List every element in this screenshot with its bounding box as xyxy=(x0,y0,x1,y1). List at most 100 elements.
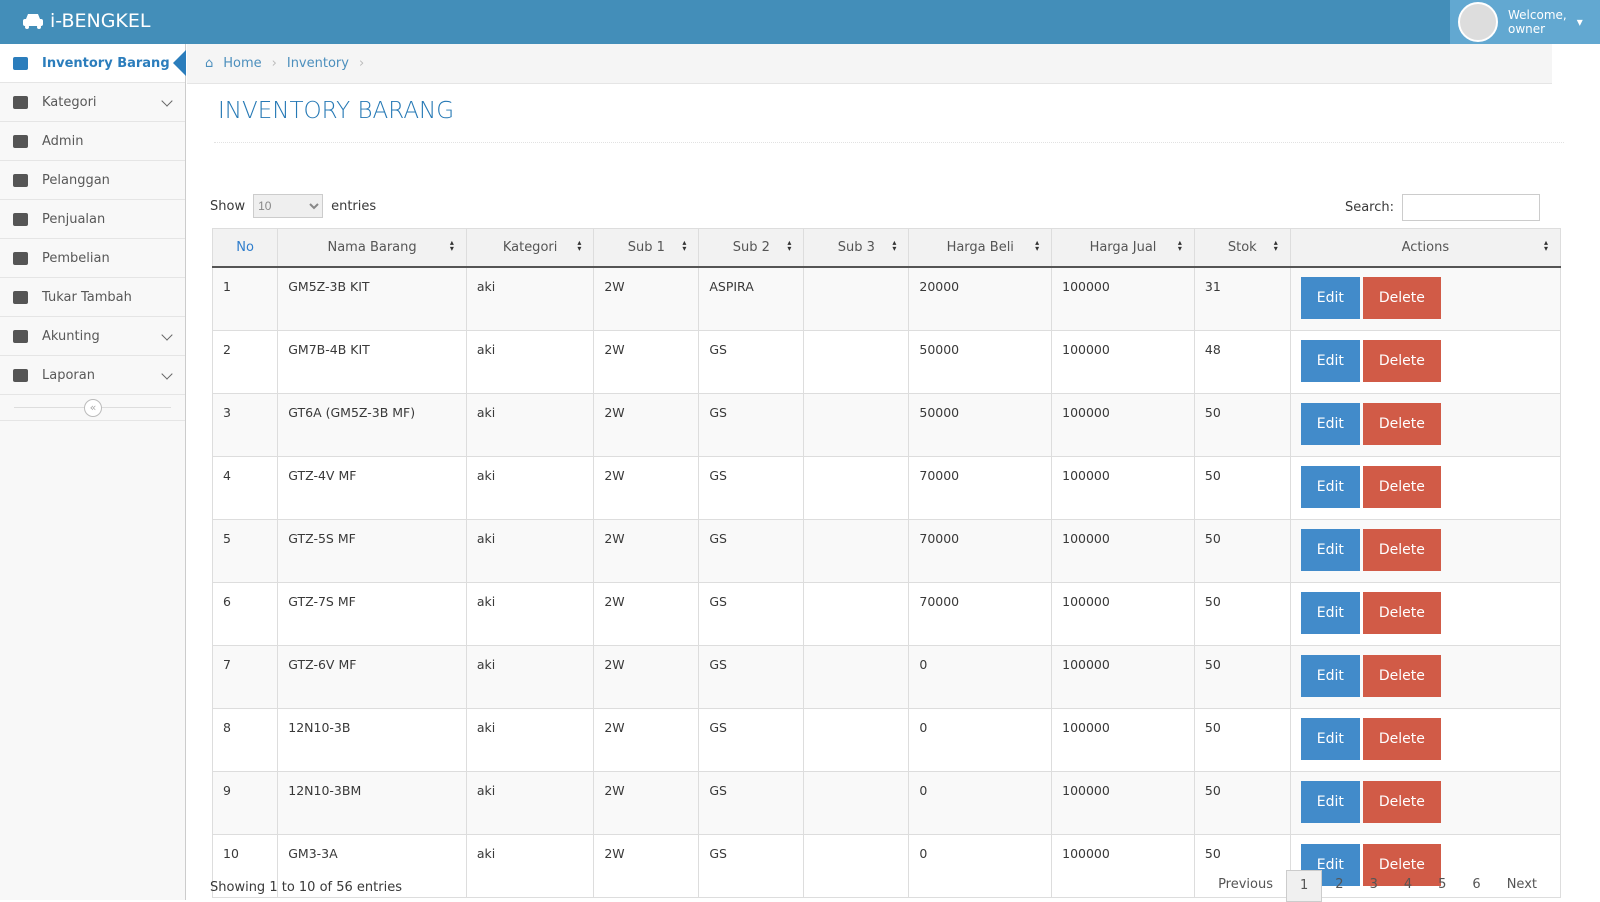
page-title: INVENTORY BARANG xyxy=(218,98,455,124)
table-cell: aki xyxy=(465,833,595,898)
column-header[interactable]: Actions xyxy=(1289,228,1562,268)
nav-item[interactable]: Inventory Barang xyxy=(0,44,186,83)
actions-cell: Edit Delete xyxy=(1289,518,1562,583)
table-cell: GS xyxy=(698,518,805,583)
top-bar: i-BENGKEL Welcome, owner ▾ xyxy=(0,0,1600,44)
nav-item[interactable]: Laporan xyxy=(0,356,185,395)
table-cell: 2 xyxy=(211,329,279,394)
table-cell: 100000 xyxy=(1051,518,1195,583)
column-header[interactable]: Harga Jual xyxy=(1051,228,1195,268)
nav-item[interactable]: Penjualan xyxy=(0,200,185,239)
table-cell: 31 xyxy=(1193,266,1291,331)
table-cell: aki xyxy=(465,770,595,835)
table-cell: 0 xyxy=(908,707,1053,772)
delete-button[interactable]: Delete xyxy=(1362,591,1441,634)
edit-button[interactable]: Edit xyxy=(1300,717,1360,760)
page-button[interactable]: 3 xyxy=(1369,877,1378,892)
page-button[interactable]: 2 xyxy=(1335,877,1344,892)
nav-item[interactable]: Admin xyxy=(0,122,185,161)
table-body: 1 GM5Z-3B KIT aki 2W ASPIRA 20000 100000 31 Edit… xyxy=(211,266,1562,898)
nav-label: Pelanggan xyxy=(42,172,110,188)
edit-label: Edit xyxy=(1316,478,1344,495)
actions-cell: Edit Delete xyxy=(1289,770,1562,835)
delete-button[interactable]: Delete xyxy=(1362,780,1441,823)
column-header[interactable]: Sub 2 xyxy=(698,228,805,268)
chevron xyxy=(161,329,173,341)
nav-label: Tukar Tambah xyxy=(42,289,132,305)
table-cell: 2W xyxy=(593,518,700,583)
search-input[interactable] xyxy=(1402,194,1540,221)
delete-label: Delete xyxy=(1378,856,1425,873)
collapse-button[interactable]: « xyxy=(84,399,102,417)
table-cell xyxy=(803,266,910,331)
column-header[interactable]: Harga Beli xyxy=(908,228,1053,268)
column-header[interactable]: No xyxy=(211,228,279,268)
table-row: 4 GTZ-4V MF aki 2W GS 70000 100000 50 Edit Delete xyxy=(211,455,1562,520)
column-header[interactable]: Nama Barang xyxy=(277,228,467,268)
table-cell: 50 xyxy=(1193,770,1291,835)
delete-button[interactable]: Delete xyxy=(1362,465,1441,508)
table-cell: 50000 xyxy=(908,392,1053,457)
table-cell: aki xyxy=(465,707,595,772)
nav-item[interactable]: Pelanggan xyxy=(0,161,185,200)
column-header[interactable]: Sub 3 xyxy=(803,228,910,268)
column-header[interactable]: Stok xyxy=(1193,228,1291,268)
next-button[interactable]: Next xyxy=(1506,877,1537,892)
page-button[interactable]: 6 xyxy=(1472,877,1481,892)
actions-cell: Edit Delete xyxy=(1289,581,1562,646)
edit-label: Edit xyxy=(1316,856,1344,873)
table-cell xyxy=(803,329,910,394)
length-select[interactable]: 10 xyxy=(253,194,324,218)
edit-button[interactable]: Edit xyxy=(1300,339,1360,382)
edit-button[interactable]: Edit xyxy=(1300,591,1360,634)
sidebar: Inventory Barang Kategori Admin Pelanggan Pe… xyxy=(0,44,186,900)
nav-item[interactable]: Tukar Tambah xyxy=(0,278,185,317)
page-button[interactable]: 4 xyxy=(1403,877,1413,892)
page-button[interactable]: 5 xyxy=(1438,877,1447,892)
table-info: Showing 1 to 10 of 56 entries xyxy=(210,880,402,895)
table-cell: 6 xyxy=(211,581,279,646)
table-cell: 2W xyxy=(593,266,700,331)
actions-cell: Edit Delete xyxy=(1289,392,1562,457)
breadcrumb: ⌂ Home › Inventory › xyxy=(187,44,1552,84)
edit-button[interactable]: Edit xyxy=(1300,465,1360,508)
nav-label: Penjualan xyxy=(42,211,106,227)
delete-button[interactable]: Delete xyxy=(1362,402,1441,445)
table-cell xyxy=(803,833,910,898)
page-button[interactable]: 1 xyxy=(1286,870,1323,902)
table-cell: GS xyxy=(698,707,805,772)
delete-button[interactable]: Delete xyxy=(1362,528,1441,571)
nav-label: Pembelian xyxy=(42,250,110,266)
nav-icon xyxy=(13,369,28,382)
table-cell: GS xyxy=(698,455,805,520)
table-cell: 0 xyxy=(908,833,1053,898)
edit-button[interactable]: Edit xyxy=(1300,780,1360,823)
table-cell: aki xyxy=(465,455,595,520)
table-cell: 50 xyxy=(1193,707,1291,772)
actions-cell: Edit Delete xyxy=(1289,266,1562,331)
nav-item[interactable]: Pembelian xyxy=(0,239,185,278)
breadcrumb-link[interactable]: Inventory xyxy=(286,56,349,71)
nav-icon xyxy=(13,213,28,226)
sidebar-collapse[interactable]: « xyxy=(0,395,185,421)
user-menu[interactable]: Welcome, owner ▾ xyxy=(1450,0,1600,44)
table-cell: 100000 xyxy=(1051,707,1195,772)
table-row: 7 GTZ-6V MF aki 2W GS 0 100000 50 Edit Delete xyxy=(211,644,1562,709)
table-cell: GS xyxy=(698,392,805,457)
edit-button[interactable]: Edit xyxy=(1300,654,1360,697)
delete-button[interactable]: Delete xyxy=(1362,276,1441,319)
delete-button[interactable]: Delete xyxy=(1362,717,1441,760)
delete-button[interactable]: Delete xyxy=(1362,339,1441,382)
delete-button[interactable]: Delete xyxy=(1362,654,1441,697)
nav-item[interactable]: Kategori xyxy=(0,83,185,122)
breadcrumb-link[interactable]: Home xyxy=(223,56,262,71)
column-header[interactable]: Kategori xyxy=(465,228,595,268)
edit-button[interactable]: Edit xyxy=(1300,528,1360,571)
edit-button[interactable]: Edit xyxy=(1300,276,1360,319)
nav-item[interactable]: Akunting xyxy=(0,317,185,356)
previous-button[interactable]: Previous xyxy=(1218,877,1274,892)
column-header[interactable]: Sub 1 xyxy=(593,228,700,268)
edit-button[interactable]: Edit xyxy=(1300,402,1360,445)
delete-button[interactable]: Delete xyxy=(1362,843,1441,886)
brand[interactable]: i-BENGKEL xyxy=(22,10,150,32)
